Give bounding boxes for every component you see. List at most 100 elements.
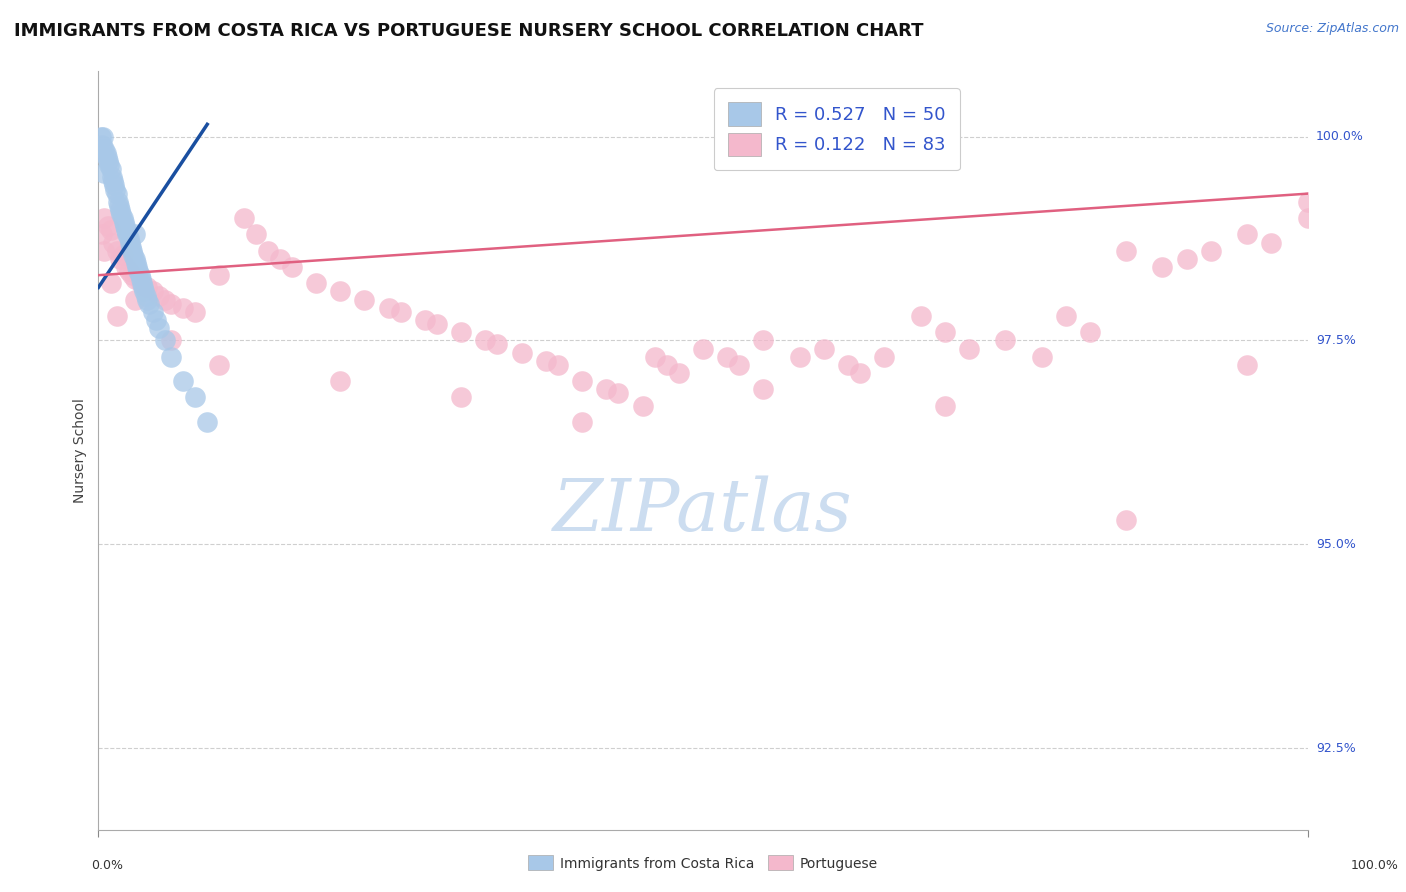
Point [118,235,141,250]
Point [91,137,114,152]
Point [837,358,859,372]
Point [160,334,183,348]
Point [1296,211,1319,226]
Point [160,296,183,310]
Point [93,166,115,180]
Point [115,223,138,237]
Point [135,280,157,294]
Point [353,293,375,307]
Point [97,219,120,234]
Point [752,334,775,348]
Point [118,264,141,278]
Point [450,325,472,339]
Point [160,350,183,364]
Point [93,211,115,226]
Point [118,231,141,245]
Point [101,235,124,250]
Point [115,260,138,274]
Point [127,264,149,278]
Text: 100.0%: 100.0% [1316,130,1364,143]
Point [138,296,160,310]
Point [100,170,122,185]
Point [1199,244,1222,258]
Point [534,353,557,368]
Point [910,309,932,323]
Point [208,268,231,282]
Y-axis label: Nursery School: Nursery School [73,398,87,503]
Point [716,350,738,364]
Point [114,219,136,234]
Point [121,244,143,258]
Point [849,366,872,380]
Point [129,272,152,286]
Point [305,277,328,291]
Point [644,350,666,364]
Point [129,277,152,291]
Point [91,227,114,242]
Point [728,358,751,372]
Point [108,202,131,217]
Point [172,374,194,388]
Point [131,277,153,291]
Point [111,248,134,262]
Point [245,227,267,242]
Point [184,391,207,405]
Legend: R = 0.527   N = 50, R = 0.122   N = 83: R = 0.527 N = 50, R = 0.122 N = 83 [714,88,960,170]
Point [101,174,124,188]
Point [1236,358,1258,372]
Point [135,288,157,302]
Point [377,301,399,315]
Point [91,129,114,144]
Point [789,350,811,364]
Point [1078,325,1101,339]
Point [655,358,678,372]
Point [124,252,146,266]
Point [135,293,157,307]
Point [184,305,207,319]
Point [93,142,115,156]
Point [1236,227,1258,242]
Text: ZIPatlas: ZIPatlas [553,475,853,547]
Point [474,334,496,348]
Point [100,162,122,177]
Point [108,252,131,266]
Point [510,345,533,359]
Point [934,399,956,413]
Point [122,248,145,262]
Point [93,244,115,258]
Point [120,240,142,254]
Point [100,223,122,237]
Point [1296,194,1319,209]
Point [96,150,118,164]
Point [1152,260,1174,274]
Point [631,399,654,413]
Point [153,293,176,307]
Point [111,211,134,226]
Point [994,334,1017,348]
Point [595,382,617,396]
Point [752,382,775,396]
Point [145,313,167,327]
Point [450,391,472,405]
Text: 0.0%: 0.0% [91,859,124,872]
Point [127,260,149,274]
Point [195,415,218,429]
Point [112,215,135,229]
Point [110,207,132,221]
Text: Source: ZipAtlas.com: Source: ZipAtlas.com [1265,22,1399,36]
Point [124,227,146,242]
Point [107,194,129,209]
Text: 100.0%: 100.0% [1351,859,1399,872]
Point [329,285,352,299]
Point [269,252,291,266]
Point [957,342,980,356]
Point [100,277,122,291]
Point [124,293,146,307]
Point [105,244,128,258]
Point [148,321,170,335]
Point [389,305,412,319]
Legend: Immigrants from Costa Rica, Portuguese: Immigrants from Costa Rica, Portuguese [522,850,884,876]
Point [547,358,569,372]
Point [90,129,112,144]
Point [105,309,128,323]
